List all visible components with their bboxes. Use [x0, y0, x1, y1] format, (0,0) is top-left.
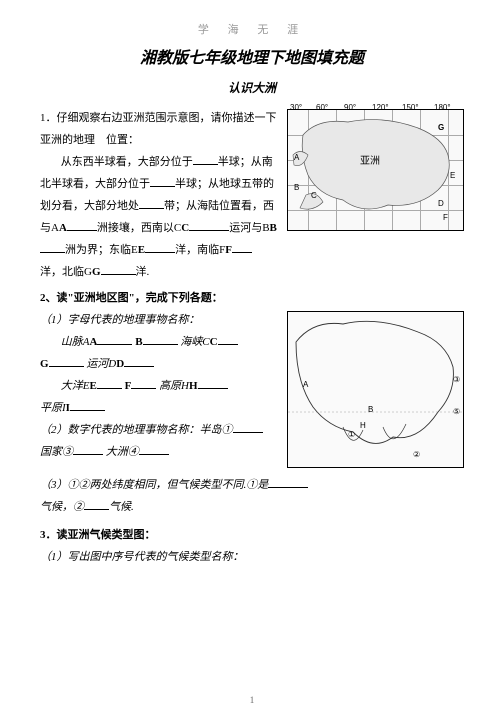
q2-climate: 气候，②气候.: [40, 496, 464, 518]
q3-sub1: （1）写出图中序号代表的气候类型名称：: [40, 546, 464, 568]
q2-sub3: （3）①②两处纬度相同，但气候类型不同.①是: [40, 474, 464, 496]
map-letter-b: B: [294, 180, 299, 196]
map-letter-g: G: [438, 120, 444, 136]
subtitle: 认识大洲: [40, 79, 464, 97]
q3-heading: 3．读亚洲气候类型图：: [40, 524, 464, 546]
page-number: 1: [0, 695, 504, 705]
asia-outline-map: 30° 60° 90° 120° 150° 180° G A B: [287, 109, 464, 231]
map-letter-e: E: [450, 168, 455, 184]
q1-line7: 洋，北临GG洋.: [40, 261, 464, 283]
page-title: 湘教版七年级地理下地图填充题: [40, 47, 464, 71]
map-letter-c: C: [311, 188, 317, 204]
asia-region-map: A B H ③ ⑤ ② ①: [287, 311, 464, 468]
top-header: 学 海 无 涯: [40, 22, 464, 39]
map-center-label: 亚洲: [360, 152, 380, 172]
map-letter-f: F: [443, 210, 448, 226]
map-letter-a: A: [294, 150, 299, 166]
q2-heading: 2、读"亚洲地区图"，完成下列各题：: [40, 287, 464, 309]
